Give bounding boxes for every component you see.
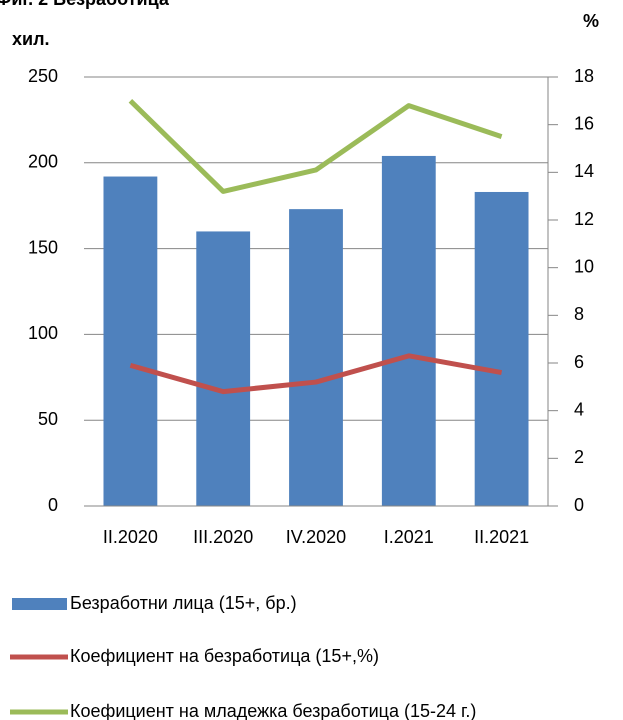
y2-tick-label: 4 (574, 399, 584, 419)
x-tick-label: II.2020 (103, 527, 158, 547)
y2-tick-label: 18 (574, 66, 594, 86)
y2-tick-label: 8 (574, 304, 584, 324)
y-tick-label: 0 (48, 495, 58, 515)
line (128, 99, 503, 194)
y-tick-label: 200 (28, 152, 58, 172)
y-tick-label: 50 (38, 409, 58, 429)
bar (381, 155, 436, 506)
y-tick-label: 150 (28, 237, 58, 257)
legend-label: Коефициент на младежка безработица (15-2… (70, 701, 476, 720)
y2-tick-label: 14 (574, 161, 594, 181)
legend-label: Безработни лица (15+, бр.) (70, 593, 297, 613)
y2-tick-label: 6 (574, 352, 584, 372)
x-tick-label: II.2021 (474, 527, 529, 547)
x-tick-label: IV.2020 (286, 527, 346, 547)
bar (103, 176, 158, 506)
y2-tick-label: 16 (574, 113, 594, 133)
x-tick-label: I.2021 (384, 527, 434, 547)
y2-tick-label: 0 (574, 495, 584, 515)
y-tick-label: 250 (28, 66, 58, 86)
bar (474, 191, 529, 507)
y-axis-label: хил. (12, 29, 50, 49)
chart-title: Фиг. 2 Безработица (0, 0, 170, 9)
y-tick-label: 100 (28, 323, 58, 343)
legend-label: Коефициент на безработица (15+,%) (70, 646, 379, 666)
x-tick-label: III.2020 (193, 527, 253, 547)
y2-tick-label: 12 (574, 209, 594, 229)
legend-swatch (12, 598, 67, 610)
line (129, 353, 503, 395)
bar (289, 209, 343, 506)
y2-tick-label: 2 (574, 447, 584, 467)
y2-tick-label: 10 (574, 256, 594, 276)
y2-axis-label: % (583, 11, 599, 31)
bar (196, 231, 251, 506)
